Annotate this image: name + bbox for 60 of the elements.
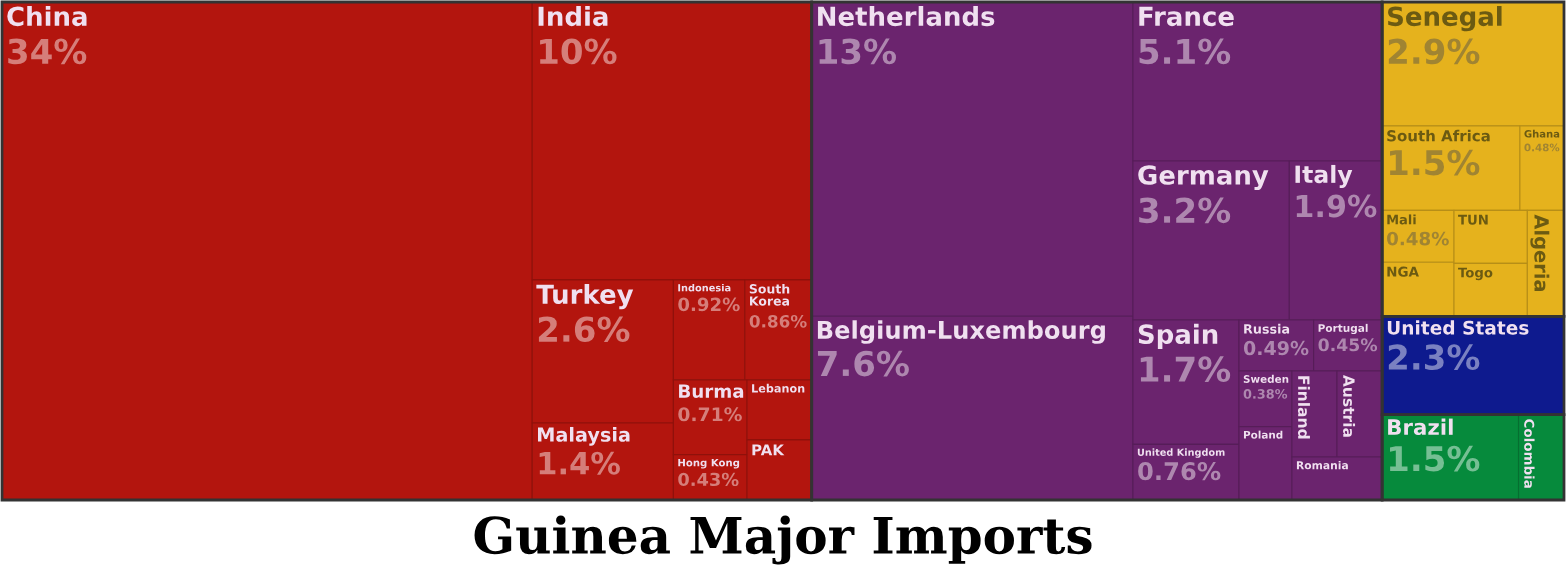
category-label: Spain: [1138, 323, 1218, 350]
category-label: Senegal: [1388, 6, 1502, 32]
data-label: 5.1%: [1139, 38, 1231, 65]
category-label: India: [538, 6, 608, 27]
category-label: Hong Kong: [678, 458, 740, 469]
category-label: Malaysia: [538, 426, 630, 446]
data-label: 1.7%: [1140, 356, 1231, 383]
data-label: 0.49%: [1243, 340, 1309, 356]
category-label: PAK: [752, 444, 785, 456]
category-label: Sweden: [1243, 374, 1289, 383]
category-label: China: [7, 6, 87, 27]
data-label: 0.48%: [1387, 231, 1449, 246]
category-label: Poland: [1243, 430, 1283, 439]
data-label: 0.38%: [1243, 389, 1288, 399]
category-label: Mali: [1387, 214, 1416, 225]
category-label: South Africa: [1387, 129, 1490, 142]
category-label: United States: [1387, 320, 1529, 335]
category-label: NGA: [1387, 266, 1419, 277]
data-label: 1.4%: [539, 451, 620, 475]
data-label: 2.3%: [1388, 344, 1480, 371]
data-label: 0.86%: [749, 314, 807, 328]
data-label: 7.6%: [817, 350, 909, 377]
category-label: Finland: [1297, 376, 1310, 439]
data-label: 1.5%: [1390, 445, 1480, 472]
category-label: Portugal: [1318, 323, 1368, 335]
category-label: TUN: [1458, 214, 1488, 225]
category-label: Algeria: [1530, 214, 1550, 292]
data-label: 0.76%: [1138, 461, 1221, 481]
data-label: 34%: [8, 38, 87, 65]
category-label: Ghana: [1524, 129, 1560, 138]
data-label: 1.5%: [1390, 149, 1480, 176]
data-label: 0.48%: [1524, 143, 1560, 152]
data-label: 13%: [819, 38, 896, 65]
data-label: 0.45%: [1318, 338, 1378, 352]
category-label: Austria: [1343, 374, 1356, 437]
data-label: 0.43%: [678, 472, 739, 487]
category-label: France: [1139, 6, 1234, 27]
category-label: United Kingdom: [1137, 448, 1225, 458]
category-label: Lebanon: [752, 383, 805, 393]
data-label: 2.6%: [538, 316, 630, 343]
data-label: 0.71%: [678, 407, 742, 422]
category-label: Togo: [1458, 267, 1493, 281]
data-label: 10%: [540, 38, 617, 65]
category-label: South Korea: [749, 283, 790, 306]
category-label: Italy: [1295, 164, 1353, 188]
category-label: Colombia: [1524, 419, 1535, 488]
category-label: Romania: [1296, 460, 1348, 470]
category-label: Russia: [1244, 323, 1290, 334]
category-label: Brazil: [1388, 418, 1453, 436]
category-label: Germany: [1138, 165, 1269, 191]
category-label: Netherlands: [818, 6, 995, 27]
category-label: Burma: [679, 384, 744, 398]
data-label: 3.2%: [1139, 197, 1231, 224]
data-label: 2.9%: [1388, 38, 1480, 65]
data-label: 1.9%: [1296, 194, 1377, 218]
category-label: Turkey: [536, 283, 634, 310]
data-label: 0.92%: [678, 297, 740, 312]
text: Guinea Major Imports: [474, 515, 1092, 565]
category-label: Indonesia: [678, 283, 731, 292]
category-label: Belgium-Luxembourg: [817, 320, 1105, 344]
